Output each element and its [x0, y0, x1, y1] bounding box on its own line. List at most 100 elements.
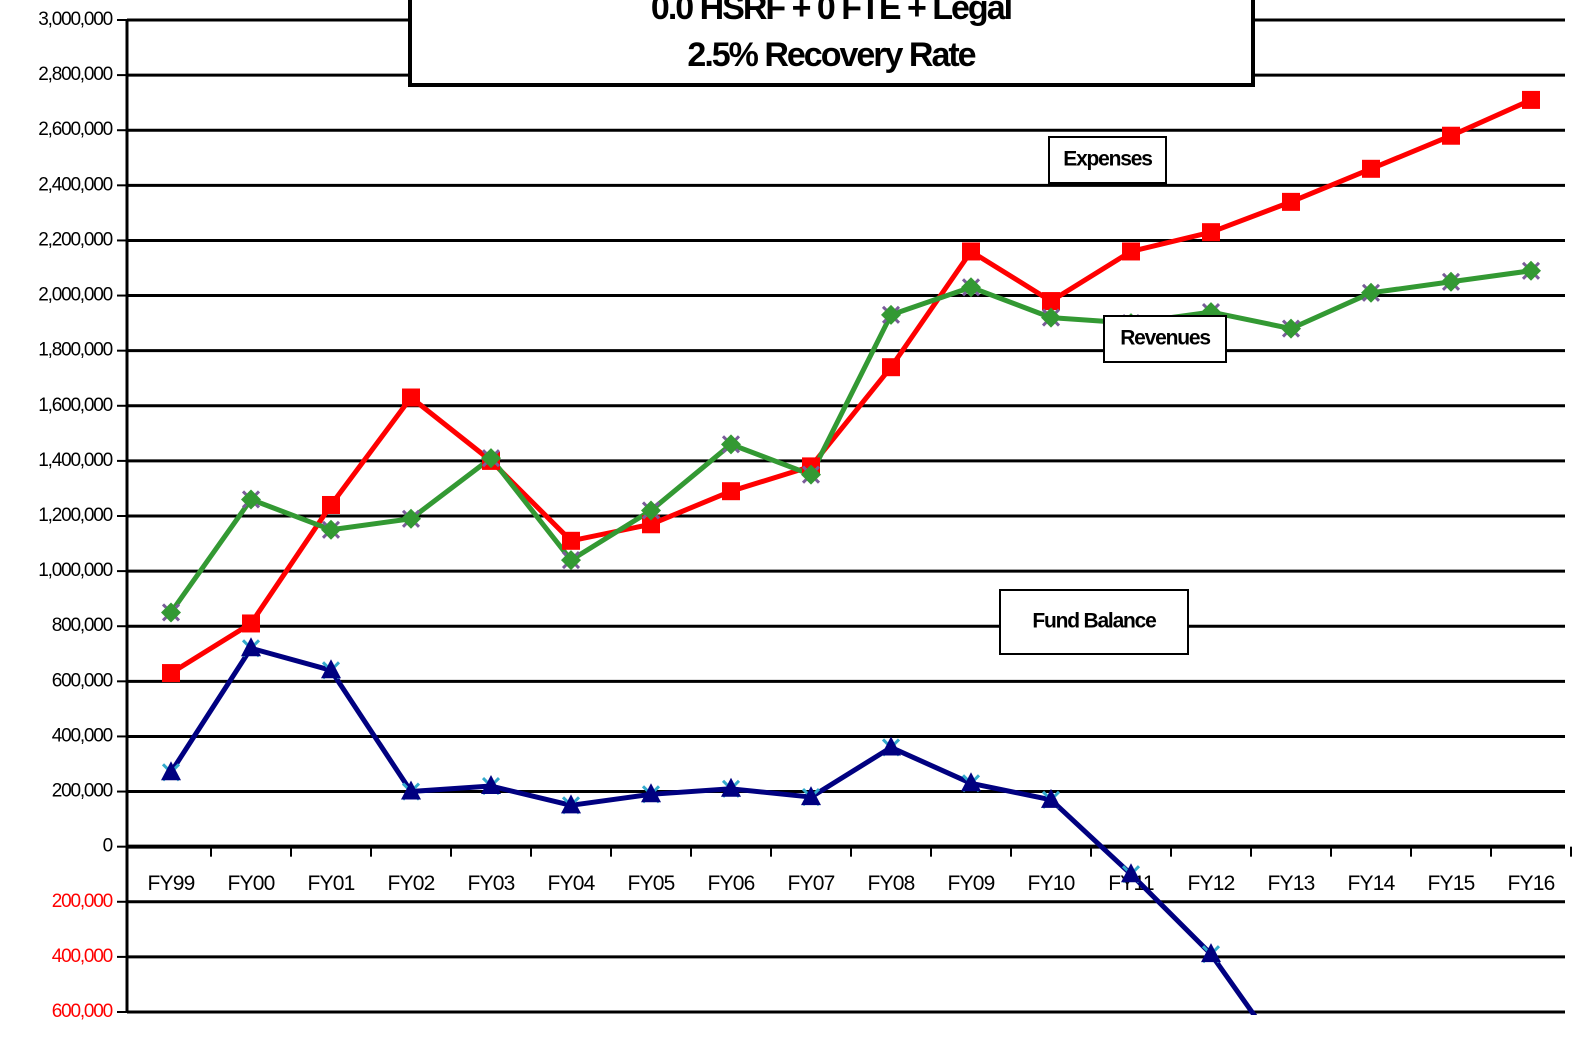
marker [881, 304, 901, 325]
marker [722, 482, 740, 501]
marker [242, 614, 260, 633]
marker [1362, 159, 1380, 178]
marker-diamond [401, 508, 421, 529]
marker [161, 602, 181, 623]
marker-diamond [1281, 318, 1301, 339]
x-tick-label: FY04 [548, 872, 596, 895]
marker-diamond [881, 304, 901, 325]
y-tick-label: 2,200,000 [38, 229, 112, 250]
y-tick-label: 1,600,000 [38, 395, 112, 416]
x-tick-label: FY13 [1268, 872, 1315, 895]
marker [881, 736, 901, 757]
marker [961, 277, 981, 298]
y-tick-label: 400,000 [52, 946, 113, 967]
annotation: Fund Balance [1032, 610, 1156, 633]
marker-triangle [161, 761, 181, 781]
marker-diamond [641, 500, 661, 521]
series-line [168, 268, 1532, 614]
marker [1122, 242, 1140, 261]
chart-subtitle: 2.5% Recovery Rate [687, 36, 975, 74]
x-tick-label: FY02 [388, 872, 435, 895]
x-tick-label: FY09 [948, 872, 995, 895]
marker [801, 464, 821, 485]
marker [801, 786, 821, 807]
annotation: Expenses [1063, 148, 1152, 171]
overlay: 0.0 HSRF + 0 FTE + Legal 2.5% Recovery R… [408, 0, 1255, 655]
plot-area [161, 90, 1541, 1015]
y-tick-label: 2,800,000 [38, 64, 112, 85]
marker [481, 448, 501, 469]
marker [561, 550, 581, 571]
marker [481, 775, 501, 796]
marker [401, 780, 421, 801]
marker [882, 358, 900, 377]
marker [721, 434, 741, 455]
y-tick-label: 200,000 [52, 781, 113, 802]
y-tick-label: 600,000 [52, 670, 113, 691]
marker [1282, 192, 1300, 211]
marker-diamond [481, 448, 501, 469]
marker [1361, 282, 1381, 303]
marker-triangle [481, 775, 501, 795]
x-tick-label: FY99 [148, 872, 195, 895]
y-tick-label: 2,400,000 [38, 174, 112, 195]
annotation-box [999, 589, 1189, 655]
marker [1281, 318, 1301, 339]
marker [1442, 126, 1460, 145]
marker [642, 515, 660, 534]
y-tick-label: 200,000 [52, 891, 113, 912]
y-tick-label: 1,400,000 [38, 450, 112, 471]
marker [561, 794, 581, 815]
y-tick-label: 3,000,000 [38, 9, 112, 30]
series-line [168, 645, 1258, 1015]
chart-title: 0.0 HSRF + 0 FTE + Legal [651, 0, 1012, 27]
x-tick-label: FY00 [228, 872, 275, 895]
marker-diamond [721, 434, 741, 455]
marker [1042, 292, 1060, 311]
grid: 600,000 400,000 200,000 0 200,000 400,000 600,… [38, 9, 1572, 1022]
marker [162, 664, 180, 683]
marker [1041, 307, 1061, 328]
marker [161, 761, 181, 782]
marker-triangle [561, 794, 581, 814]
marker [1121, 863, 1141, 884]
marker [402, 388, 420, 407]
y-tick-label: 1,800,000 [38, 340, 112, 361]
marker [962, 242, 980, 261]
marker-triangle [1041, 788, 1061, 808]
marker [1521, 260, 1541, 281]
marker-triangle [721, 777, 741, 797]
marker-triangle [641, 783, 661, 803]
marker [562, 531, 580, 550]
marker-diamond [1441, 271, 1461, 292]
marker [961, 772, 981, 793]
marker [1201, 943, 1221, 964]
marker-triangle [801, 786, 821, 806]
marker [241, 489, 261, 510]
annotation: Revenues [1120, 327, 1210, 350]
y-tick-label: 600,000 [52, 1001, 113, 1022]
series-line [169, 97, 1533, 676]
marker [641, 783, 661, 804]
marker-triangle [321, 659, 341, 679]
y-tick-label: 1,200,000 [38, 505, 112, 526]
x-tick-label: FY07 [788, 872, 835, 895]
marker-diamond [1361, 282, 1381, 303]
marker-triangle [241, 637, 261, 657]
x-tick-label: FY05 [628, 872, 675, 895]
y-tick-label: 0 [103, 836, 113, 857]
x-tick-label: FY12 [1188, 872, 1235, 895]
marker-diamond [801, 464, 821, 485]
marker-diamond [161, 602, 181, 623]
marker-triangle [961, 772, 981, 792]
marker-diamond [321, 519, 341, 540]
marker [322, 495, 340, 514]
marker [241, 637, 261, 658]
annotation-box [1048, 136, 1167, 184]
title-box [408, 0, 1255, 87]
marker-triangle [1121, 863, 1141, 883]
x-tick-label: FY01 [308, 872, 355, 895]
marker [1202, 223, 1220, 242]
marker-diamond [561, 550, 581, 571]
